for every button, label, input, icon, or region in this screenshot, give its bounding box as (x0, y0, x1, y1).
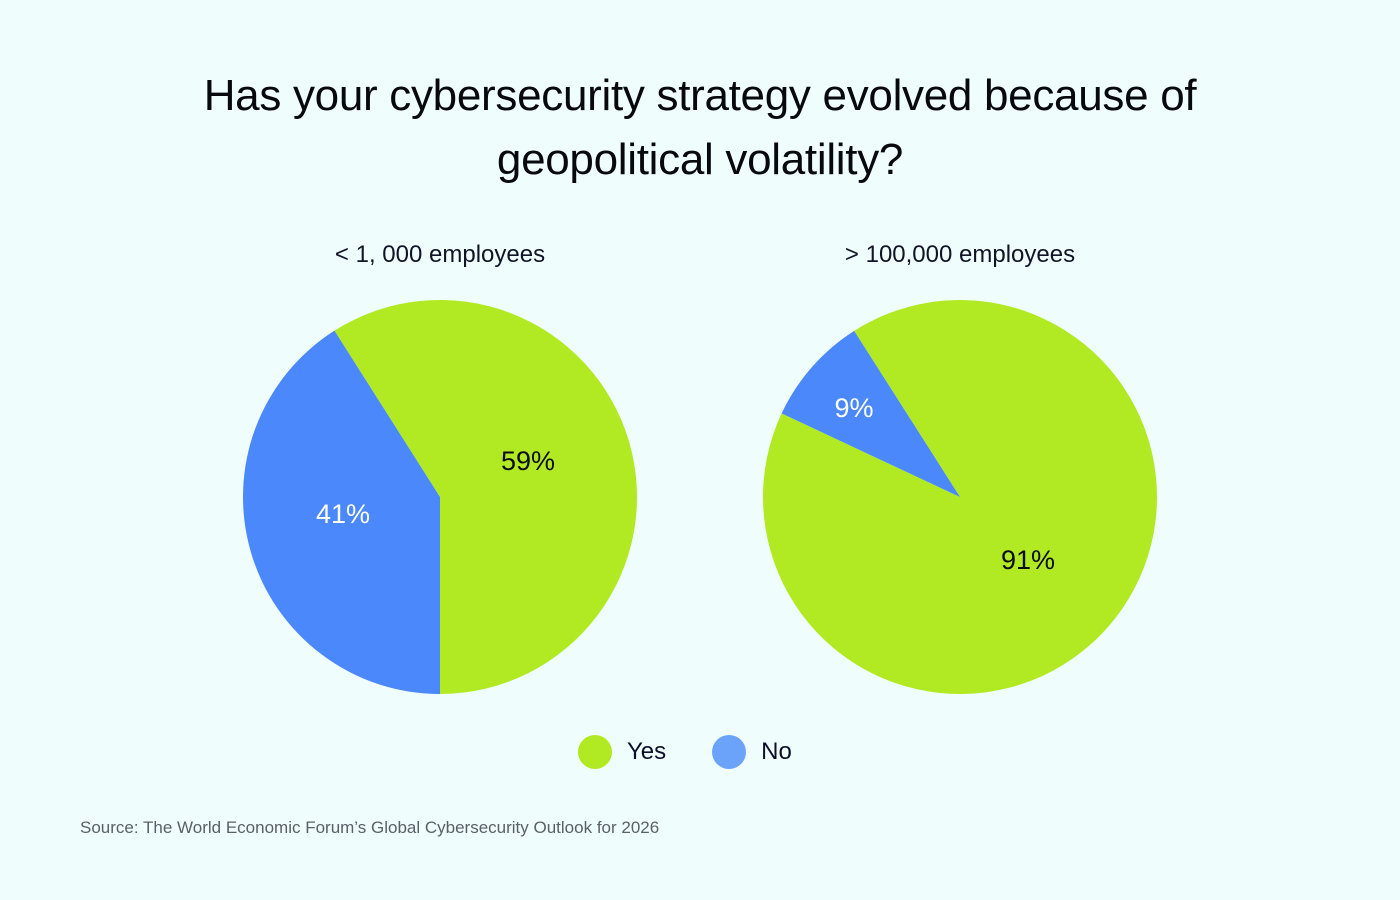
source-note: Source: The World Economic Forum’s Globa… (80, 818, 660, 837)
pie-label-no: 9% (834, 393, 873, 423)
pie-slice-yes (762, 300, 1157, 694)
pie-slice-yes (334, 300, 637, 694)
pie-subtitle-small-companies: < 1, 000 employees (334, 241, 546, 268)
pie-slice-no (781, 330, 960, 497)
pie-slice-no (242, 330, 440, 694)
pie-label-no: 41% (316, 499, 370, 529)
pie-chart-small-companies: 59% 41% (242, 300, 637, 694)
chart-title: Has your cybersecurity strategy evolved … (0, 64, 1400, 192)
chart-title-line-1: Has your cybersecurity strategy evolved … (203, 71, 1197, 120)
legend-swatch-yes-icon (578, 735, 612, 769)
legend-label-no: No (761, 738, 792, 765)
pie-subtitle-large-companies: > 100,000 employees (844, 241, 1076, 268)
chart-title-line-2: geopolitical volatility? (496, 135, 904, 184)
legend-item-yes: Yes (578, 735, 666, 769)
pie-label-yes: 59% (501, 446, 555, 476)
legend-label-yes: Yes (627, 738, 667, 765)
pie-label-yes: 91% (1001, 545, 1055, 575)
legend: Yes No (578, 733, 838, 771)
legend-swatch-no-icon (712, 735, 747, 769)
pie-chart-large-companies: 9% 91% (762, 300, 1157, 694)
legend-item-no: No (712, 735, 792, 769)
